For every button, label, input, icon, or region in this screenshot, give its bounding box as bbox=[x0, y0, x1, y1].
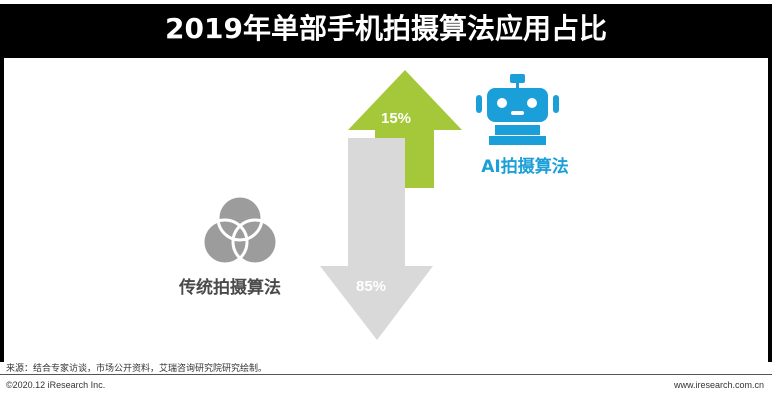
traditional-arrow-bar bbox=[320, 138, 433, 340]
traditional-value-label: 85% bbox=[355, 278, 387, 295]
page-title: 2019年单部手机拍摄算法应用占比 bbox=[0, 4, 772, 54]
left-border bbox=[0, 58, 4, 362]
traditional-category-label: 传统拍摄算法 bbox=[179, 278, 281, 298]
title-divider bbox=[0, 54, 772, 58]
ai-value-label: 15% bbox=[380, 110, 412, 127]
footer-divider bbox=[0, 374, 772, 375]
venn-circles-icon bbox=[201, 194, 279, 266]
source-note: 来源：结合专家访谈，市场公开资料，艾瑞咨询研究院研究绘制。 bbox=[6, 364, 268, 374]
copyright-text: ©2020.12 iResearch Inc. bbox=[6, 380, 106, 390]
right-border bbox=[768, 58, 772, 362]
chart-canvas bbox=[201, 70, 559, 340]
website-link[interactable]: www.iresearch.com.cn bbox=[673, 380, 764, 390]
ai-category-label: AI拍摄算法 bbox=[481, 157, 569, 177]
robot-icon bbox=[476, 74, 559, 145]
